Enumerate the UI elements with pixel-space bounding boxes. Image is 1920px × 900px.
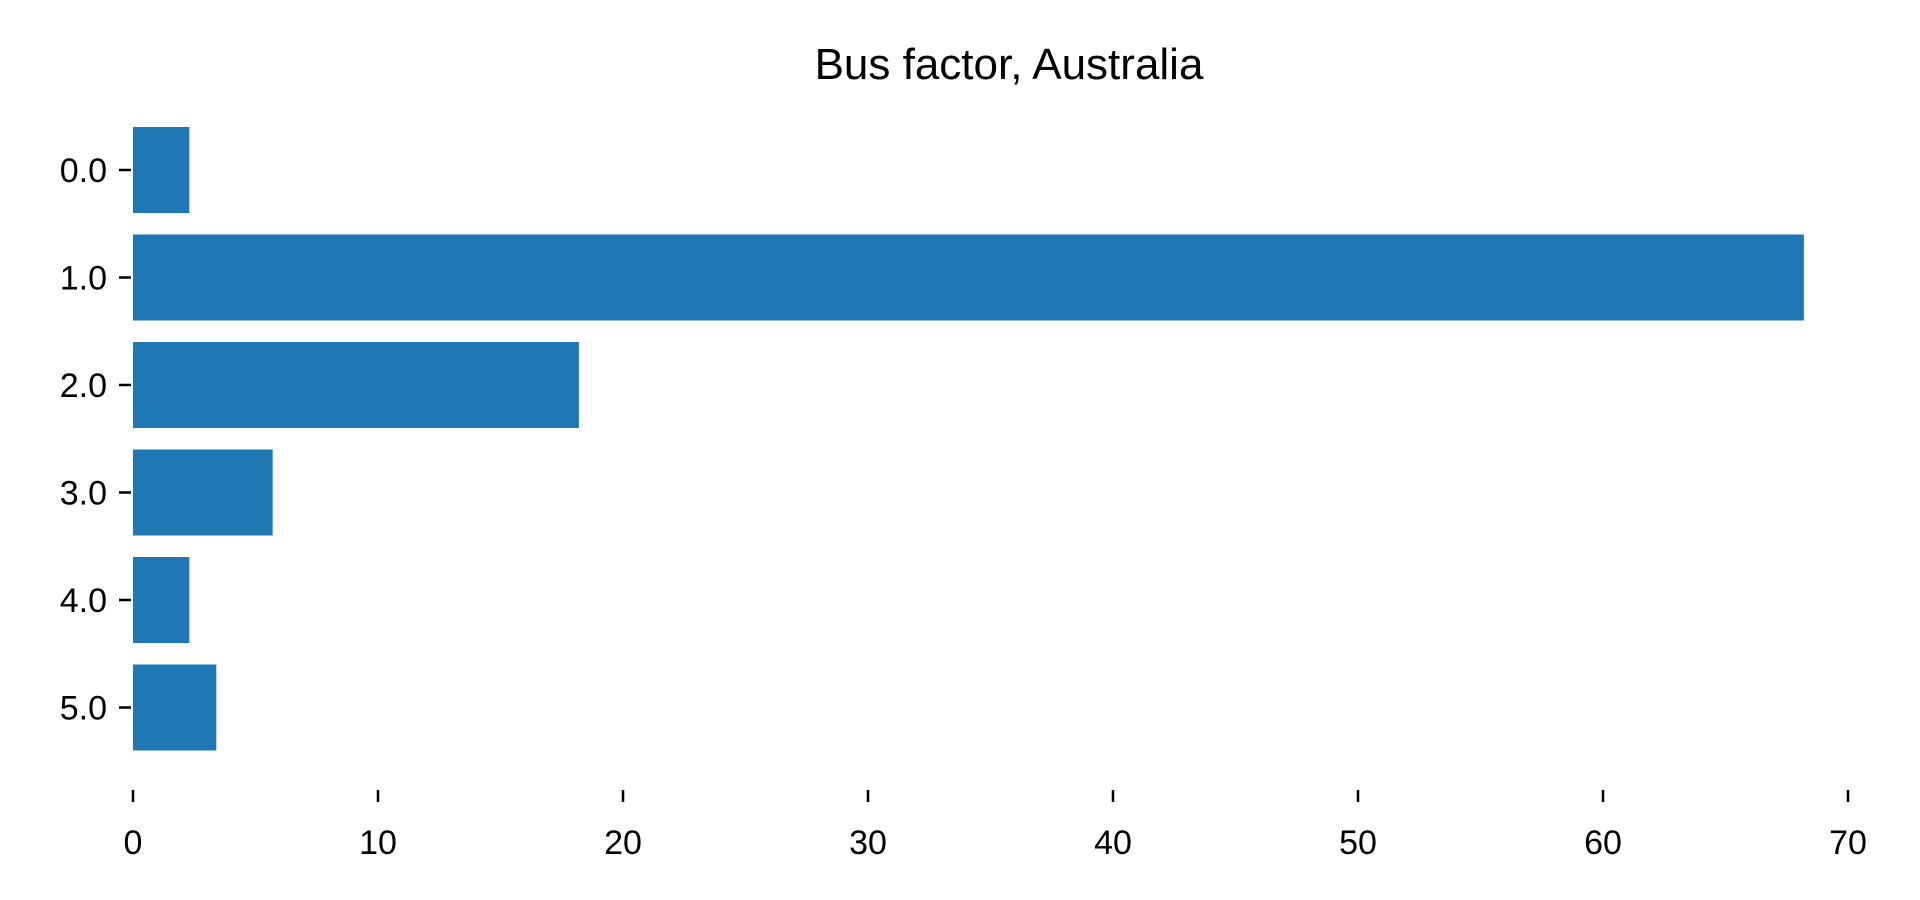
x-tick-label: 50 [1339, 824, 1377, 862]
x-tick-label: 70 [1829, 824, 1867, 862]
x-tick-label: 60 [1584, 824, 1622, 862]
bar-1.0 [133, 234, 1804, 321]
bar-3.0 [133, 449, 273, 536]
bar-4.0 [133, 557, 190, 643]
y-axis: 0.0 1.0 2.0 3.0 4.0 5.0 [60, 152, 131, 728]
x-tick-label: 30 [849, 824, 887, 862]
bars-group [133, 127, 1804, 751]
x-axis: 0 10 20 30 40 50 60 70 [124, 790, 1867, 862]
x-tick-label: 20 [604, 824, 642, 862]
y-tick-label: 3.0 [60, 475, 107, 513]
bar-5.0 [133, 664, 217, 751]
x-tick-label: 0 [124, 824, 143, 862]
chart-title: Bus factor, Australia [815, 40, 1204, 89]
y-tick-label: 4.0 [60, 582, 107, 620]
bar-2.0 [133, 342, 579, 428]
y-tick-label: 1.0 [60, 260, 107, 298]
y-tick-label: 5.0 [60, 690, 107, 728]
x-tick-label: 40 [1094, 824, 1132, 862]
x-tick-label: 10 [359, 824, 397, 862]
bar-0.0 [133, 127, 190, 213]
y-tick-label: 2.0 [60, 367, 107, 405]
y-tick-label: 0.0 [60, 152, 107, 190]
